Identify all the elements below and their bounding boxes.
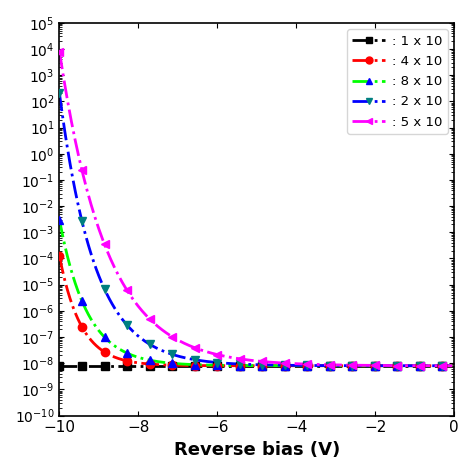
- Legend: : 1 x 10, : 4 x 10, : 8 x 10, : 2 x 10, : 5 x 10: : 1 x 10, : 4 x 10, : 8 x 10, : 2 x 10, …: [347, 29, 447, 134]
- X-axis label: Reverse bias (V): Reverse bias (V): [173, 441, 340, 459]
